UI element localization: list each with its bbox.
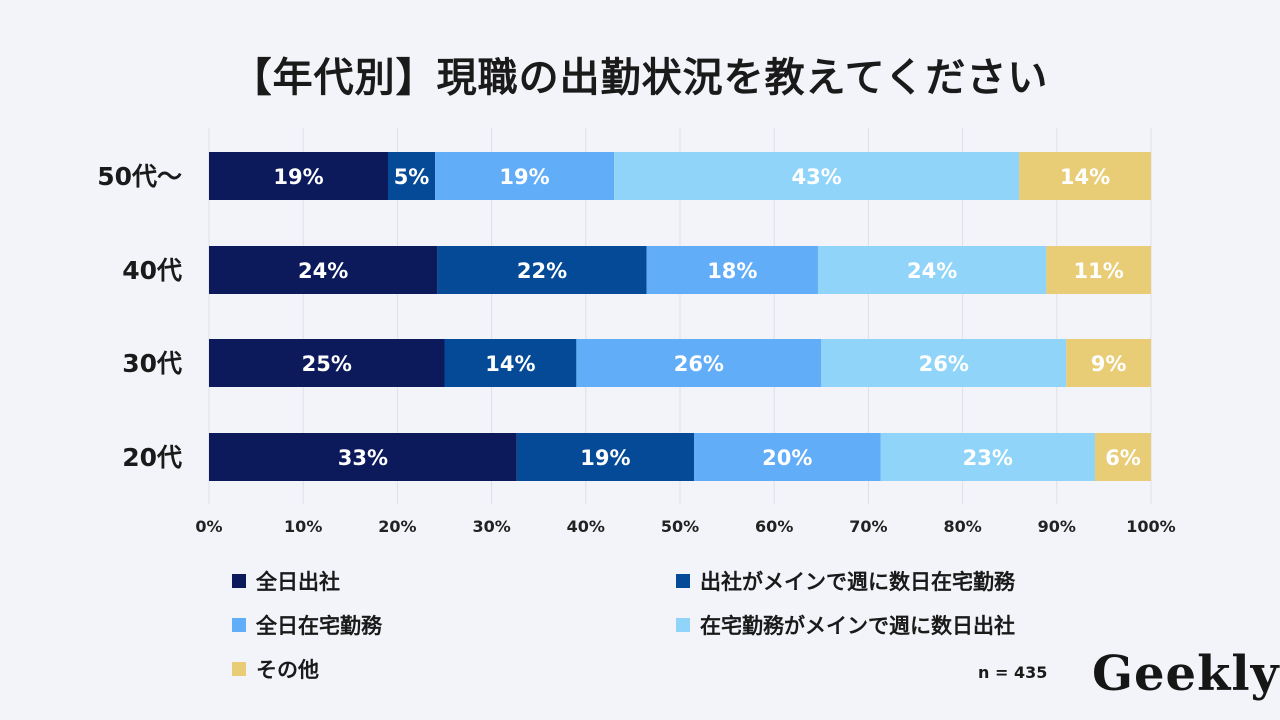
data-label: 25%	[302, 352, 352, 376]
data-label: 14%	[485, 352, 535, 376]
stacked-bar-chart: 0% 10% 20% 30% 40% 50% 60% 70% 80% 90% 100% 50代〜 40代…	[97, 128, 1176, 536]
bar-segment	[614, 152, 1020, 200]
bar-segment	[209, 152, 388, 200]
data-label: 43%	[791, 165, 841, 189]
data-label: 23%	[963, 446, 1013, 470]
bar-segment	[693, 433, 881, 481]
bar-segment	[437, 246, 647, 294]
data-label: 24%	[907, 259, 957, 283]
data-label: 18%	[707, 259, 757, 283]
legend-label: 全日出社	[256, 570, 340, 594]
legend-swatch	[232, 574, 246, 588]
legend-item: 在宅勤務がメインで週に数日出社	[676, 610, 1015, 640]
bar-segment	[209, 339, 445, 387]
category-label: 40代	[122, 256, 182, 285]
data-label: 19%	[273, 165, 323, 189]
x-tick-label: 70%	[849, 517, 887, 536]
data-label: 9%	[1091, 352, 1127, 376]
legend-label: 全日在宅勤務	[256, 614, 382, 638]
x-tick-label: 100%	[1126, 517, 1175, 536]
legend-swatch	[232, 618, 246, 632]
legend-item: 全日出社	[232, 566, 340, 596]
bar-segment	[1046, 246, 1151, 294]
chart-title: 【年代別】現職の出勤状況を教えてください	[231, 55, 1049, 101]
data-label: 11%	[1074, 259, 1124, 283]
data-label: 24%	[298, 259, 348, 283]
x-tick-label: 20%	[378, 517, 416, 536]
bar-segment	[880, 433, 1096, 481]
bar-segment	[817, 246, 1047, 294]
category-label: 20代	[122, 443, 182, 472]
x-tick-label: 0%	[195, 517, 222, 536]
bar-segment	[444, 339, 577, 387]
bar-segment	[1019, 152, 1151, 200]
category-label: 30代	[122, 349, 182, 378]
data-label: 5%	[394, 165, 430, 189]
bar-segment	[516, 433, 694, 481]
legend-label: 在宅勤務がメインで週に数日出社	[700, 614, 1015, 638]
bar-segment	[1066, 339, 1151, 387]
bar-segment	[387, 152, 436, 200]
x-tick-label: 10%	[284, 517, 322, 536]
data-label: 19%	[499, 165, 549, 189]
legend-item: その他	[232, 654, 319, 684]
data-label: 19%	[580, 446, 630, 470]
data-label: 26%	[674, 352, 724, 376]
geekly-logo: Geekly	[1092, 646, 1280, 702]
bar-segment	[209, 433, 517, 481]
data-label: 14%	[1060, 165, 1110, 189]
bar-segment	[821, 339, 1067, 387]
x-tick-label: 60%	[755, 517, 793, 536]
bar-segment	[1095, 433, 1151, 481]
bar-segment	[646, 246, 818, 294]
data-label: 22%	[517, 259, 567, 283]
legend-swatch	[232, 662, 246, 676]
data-label: 33%	[338, 446, 388, 470]
data-label: 20%	[762, 446, 812, 470]
bar-segment	[576, 339, 822, 387]
legend-item: 出社がメインで週に数日在宅勤務	[676, 566, 1015, 596]
bar-segment	[435, 152, 615, 200]
sample-size-label: n = 435	[978, 663, 1048, 682]
category-label: 50代〜	[97, 162, 182, 191]
x-tick-label: 80%	[943, 517, 981, 536]
data-label: 26%	[919, 352, 969, 376]
legend-label: その他	[256, 658, 319, 682]
legend-label: 出社がメインで週に数日在宅勤務	[700, 570, 1015, 594]
x-tick-label: 40%	[567, 517, 605, 536]
bar-segment	[209, 246, 438, 294]
x-tick-label: 50%	[661, 517, 699, 536]
data-label: 6%	[1105, 446, 1141, 470]
legend-swatch	[676, 574, 690, 588]
legend-item: 全日在宅勤務	[232, 610, 382, 640]
x-tick-label: 90%	[1038, 517, 1076, 536]
legend-swatch	[676, 618, 690, 632]
x-tick-label: 30%	[472, 517, 510, 536]
